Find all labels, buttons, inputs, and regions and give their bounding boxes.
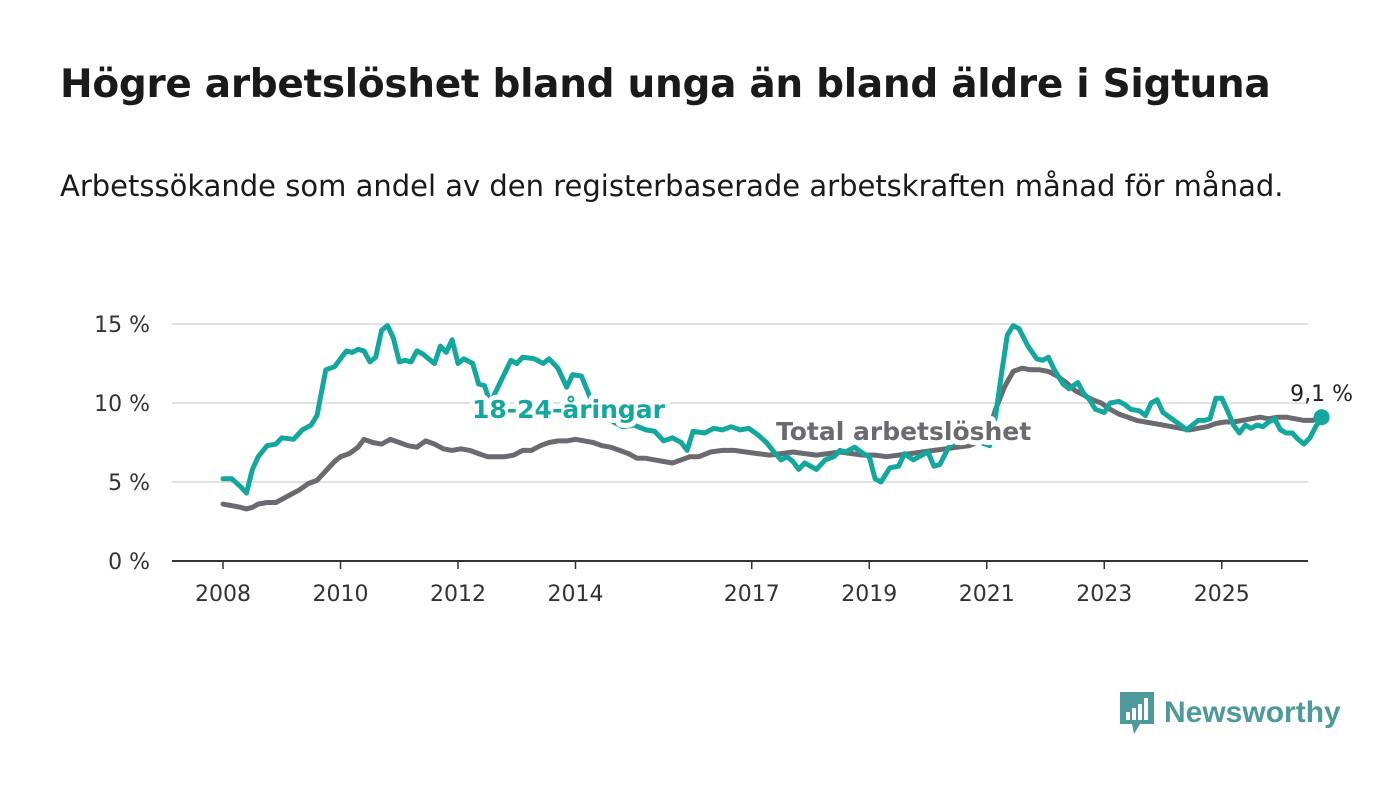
- bar-chart-logo-icon: [1120, 692, 1154, 734]
- x-tick-label: 2021: [959, 582, 1015, 607]
- y-tick-label: 10 %: [94, 392, 150, 417]
- x-tick-label: 2012: [430, 582, 486, 607]
- x-tick-label: 2017: [724, 582, 780, 607]
- series-lines: [220, 323, 1325, 512]
- series-label-total: Total arbetslöshet: [776, 417, 1031, 446]
- series-line: [220, 323, 1325, 496]
- y-tick-label: 15 %: [94, 313, 150, 338]
- chart-title: Högre arbetslöshet bland unga än bland ä…: [60, 62, 1271, 107]
- y-tick-label: 5 %: [108, 471, 150, 496]
- x-tick-label: 2019: [841, 582, 897, 607]
- brand-name: Newsworthy: [1164, 696, 1341, 729]
- x-axis-ticks: 2008 2010 2012 2014 2017 2019 2021 2023 2025: [195, 561, 1250, 607]
- end-value-label: 9,1 %: [1290, 382, 1353, 407]
- x-tick-label: 2023: [1076, 582, 1132, 607]
- end-point-marker: [1313, 409, 1330, 426]
- x-tick-label: 2010: [313, 582, 369, 607]
- x-tick-label: 2025: [1194, 582, 1250, 607]
- series-label-young: 18-24-åringar: [472, 395, 666, 424]
- y-tick-label: 0 %: [108, 550, 150, 575]
- newsworthy-logo: Newsworthy: [1118, 690, 1341, 736]
- x-tick-label: 2014: [548, 582, 604, 607]
- y-axis-ticks: 0 % 5 % 10 % 15 %: [94, 313, 150, 575]
- chart-subtitle: Arbetssökande som andel av den registerb…: [60, 169, 1284, 203]
- x-tick-label: 2008: [195, 582, 251, 607]
- series-line: [220, 365, 1325, 512]
